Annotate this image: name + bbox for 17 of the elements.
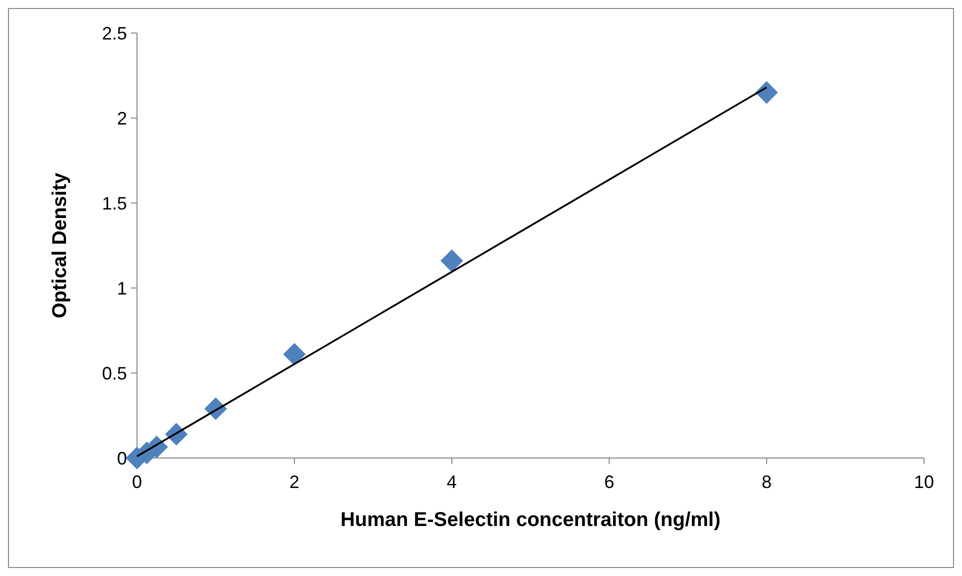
y-tick-label: 0.5 <box>102 363 127 384</box>
y-tick-label: 2.5 <box>102 23 127 44</box>
x-tick-label: 8 <box>762 472 772 492</box>
x-tick-label: 4 <box>446 472 457 492</box>
point <box>755 81 778 104</box>
x-tick-label: 2 <box>289 472 300 492</box>
x-tick-label: 10 <box>914 472 934 492</box>
y-tick-label: 1.5 <box>102 193 127 214</box>
y-tick-label: 2 <box>116 108 127 128</box>
point <box>283 342 306 366</box>
x-tick-label: 0 <box>132 472 142 492</box>
x-axis-title: Human E-Selectin concentraiton (ng/ml) <box>340 509 721 531</box>
y-tick-label: 1 <box>116 278 127 298</box>
y-tick-label: 0 <box>116 448 127 468</box>
point <box>440 249 464 272</box>
x-tick-label: 6 <box>604 472 614 492</box>
y-axis-title: Optical Density <box>49 172 71 318</box>
